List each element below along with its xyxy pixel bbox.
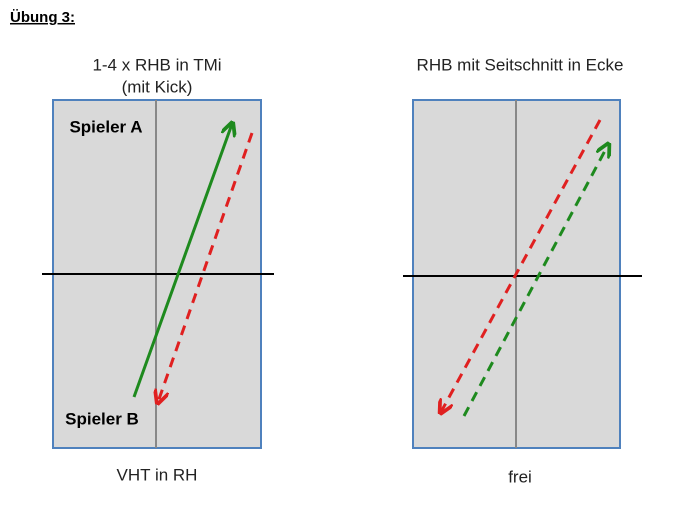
arrow [158, 132, 254, 402]
caption: VHT in RH [117, 465, 198, 484]
arrow [132, 124, 232, 398]
heading: Übung 3: [10, 9, 75, 26]
player-label: Spieler B [65, 409, 139, 428]
caption: frei [508, 467, 532, 486]
arrow [462, 145, 608, 417]
panel-title: RHB mit Seitschnitt in Ecke [417, 55, 624, 74]
arrow [441, 119, 602, 412]
panel-title: 1-4 x RHB in TMi [92, 55, 221, 74]
player-label: Spieler A [69, 117, 142, 136]
panel-title: (mit Kick) [122, 77, 193, 96]
